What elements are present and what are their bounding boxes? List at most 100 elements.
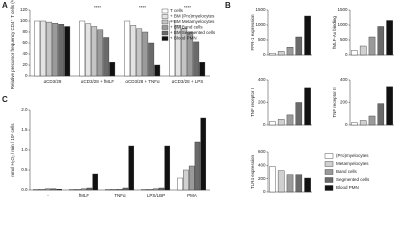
bar <box>56 188 63 191</box>
bar <box>64 26 71 77</box>
bar <box>377 103 385 126</box>
bar <box>128 145 135 191</box>
y-tick-label: 500 <box>258 37 266 42</box>
y-tick-label: 1500 <box>255 7 266 12</box>
y-tick-label: 0 <box>263 189 266 194</box>
legend-swatch <box>324 153 334 159</box>
panel-label: A <box>2 1 8 10</box>
y-tick-label: 1.5 <box>21 127 28 132</box>
y-tick-label: 100 <box>20 18 28 23</box>
y-tick-label: 0.5 <box>21 167 28 172</box>
bar <box>34 20 41 77</box>
bar <box>148 42 155 77</box>
bar <box>304 177 311 193</box>
x-tick-label: TNFα <box>114 193 126 198</box>
significance: **** <box>139 5 146 10</box>
legend-label: + BM Metamyelocytes <box>170 19 215 24</box>
legend-label: + BM (Pro)myelocytes <box>170 14 215 19</box>
bar <box>351 122 358 126</box>
y-axis-label: TNF receptor I <box>250 88 255 117</box>
bar <box>359 120 367 126</box>
bar <box>97 29 104 77</box>
bar <box>130 25 137 77</box>
bar <box>136 28 143 77</box>
y-tick-label: 60 <box>22 40 28 45</box>
x-tick-label: PMA <box>187 193 197 198</box>
x-tick-label: αCD3/28 <box>44 79 62 84</box>
legend-swatch <box>161 36 169 41</box>
legend-swatch <box>161 8 169 14</box>
legend-label: Blood PMN <box>336 185 359 190</box>
panel-label: B <box>225 1 231 10</box>
bar <box>177 177 183 191</box>
bar <box>187 31 194 77</box>
bar <box>122 187 129 191</box>
x-tick-label: αCD3/28 + fMLF <box>81 79 114 84</box>
bar <box>39 188 45 191</box>
legend-swatch <box>324 161 334 167</box>
bar <box>158 187 165 191</box>
bar <box>169 20 176 77</box>
y-tick-label: 0.0 <box>21 187 28 192</box>
significance: **** <box>184 5 191 10</box>
y-tick-label: 400 <box>258 77 266 82</box>
legend-label: + BM Band cells <box>170 25 203 30</box>
y-tick-label: 1.0 <box>21 147 28 152</box>
legend-label: Segmented cells <box>336 177 370 182</box>
y-tick-label: 0 <box>345 122 348 127</box>
bar <box>286 114 294 126</box>
y-tick-label: 200 <box>258 176 266 181</box>
y-tick-label: 1000 <box>337 22 348 27</box>
bar <box>124 20 131 77</box>
bar <box>181 28 188 77</box>
bar <box>183 169 189 191</box>
significance: **** <box>94 5 101 10</box>
y-tick-label: 0 <box>345 52 348 57</box>
y-tick-label: 2.0 <box>21 107 28 112</box>
bar <box>142 31 149 77</box>
legend-label: (Pro)myelocytes <box>336 153 369 158</box>
x-tick-label: fMLF <box>79 193 90 198</box>
y-tick-label: 600 <box>258 149 266 154</box>
x-tick-label: αCD3/28 + LPS <box>172 79 204 84</box>
bar <box>188 165 195 191</box>
bar <box>377 26 385 56</box>
bar <box>50 188 57 191</box>
bar <box>295 174 303 193</box>
bar <box>286 174 294 193</box>
y-tick-label: 1000 <box>255 22 266 27</box>
y-tick-label: 0 <box>263 122 266 127</box>
bar <box>200 117 207 191</box>
bar <box>368 115 376 126</box>
bar <box>386 20 393 56</box>
bar <box>103 37 110 77</box>
bar <box>33 188 39 191</box>
bar <box>79 20 86 77</box>
y-tick-label: 0 <box>263 52 266 57</box>
legend-label: + BM Segmented cells <box>170 30 216 35</box>
y-axis-label: TNF receptor II <box>332 87 337 117</box>
bar <box>91 26 98 77</box>
y-tick-label: 200 <box>340 100 348 105</box>
bar <box>193 41 200 77</box>
legend-label: + Blood PMN <box>170 36 197 41</box>
legend-swatch <box>324 169 334 175</box>
bar <box>111 188 117 191</box>
y-axis-label: nmol H₂O₂ / min / 10⁶ cells <box>10 123 15 177</box>
bar <box>304 15 311 56</box>
bar <box>69 188 75 191</box>
x-tick-label: - <box>47 193 49 198</box>
y-tick-label: 80 <box>22 29 28 34</box>
bar <box>141 188 147 191</box>
bar <box>109 62 116 77</box>
legend-swatch <box>324 185 334 191</box>
bar <box>40 20 47 77</box>
y-tick-label: 40 <box>22 51 28 56</box>
bar <box>269 166 276 193</box>
bar <box>58 24 65 77</box>
y-axis-label: TLR4 expression <box>250 155 255 190</box>
x-tick-label: LPS/LBP <box>147 193 165 198</box>
bar <box>269 53 276 56</box>
legend-label: Metamyelocytes <box>336 161 369 166</box>
bar <box>295 102 303 126</box>
